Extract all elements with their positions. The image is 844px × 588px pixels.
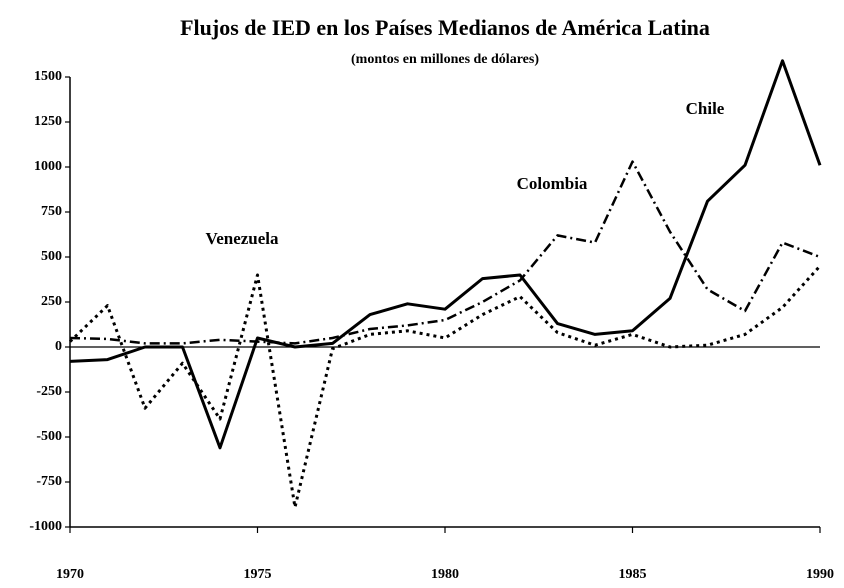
chart-title: Flujos de IED en los Países Medianos de … [180,15,710,40]
x-tick-label: 1990 [806,567,834,582]
series-line [68,264,822,509]
y-tick-label: 500 [41,249,62,264]
y-tick-label: -750 [36,474,62,489]
x-tick-label: 1975 [244,567,272,582]
y-tick-label: -1000 [29,519,62,534]
y-tick-label: 1000 [34,159,62,174]
y-tick-label: 0 [55,339,62,354]
y-tick-label: 1250 [34,114,62,129]
y-tick-label: 250 [41,294,62,309]
y-tick-label: 750 [41,204,62,219]
x-tick-label: 1970 [56,567,84,582]
chart-subtitle: (montos en millones de dólares) [351,52,539,67]
series-label: Colombia [517,174,588,193]
x-tick-label: 1980 [431,567,459,582]
y-tick-label: -500 [36,429,62,444]
series-line [69,160,821,345]
series-line [69,59,822,450]
series-label: Chile [686,99,725,118]
y-tick-label: 1500 [34,69,62,84]
series-label: Venezuela [205,229,279,248]
y-tick-label: -250 [36,384,62,399]
x-tick-label: 1985 [619,567,647,582]
